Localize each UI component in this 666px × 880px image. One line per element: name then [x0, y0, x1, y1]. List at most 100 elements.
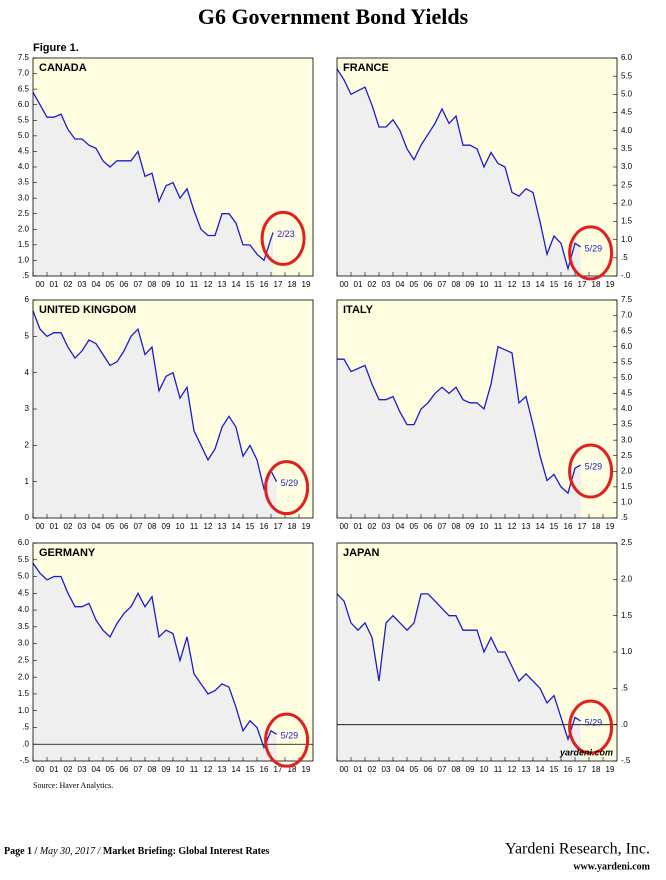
x-tick-label: 06 — [120, 765, 129, 774]
y-tick-label: 6.5 — [621, 326, 633, 335]
company: Yardeni Research, Inc. — [505, 841, 650, 858]
footer-page: Page 1 / — [4, 846, 38, 857]
highlight-circle — [264, 460, 310, 516]
y-tick-label: .5 — [22, 723, 29, 732]
line — [32, 91, 274, 262]
x-tick-label: 14 — [536, 280, 545, 289]
y-tick-label: 6.0 — [621, 342, 633, 351]
y-tick-label: -.5 — [20, 756, 30, 765]
y-tick-label: 1.5 — [621, 611, 633, 620]
url: www.yardeni.com — [573, 861, 650, 872]
y-tick-label: 1.0 — [18, 256, 30, 265]
y-tick-label: 4.0 — [621, 126, 633, 135]
x-tick-label: 02 — [64, 522, 73, 531]
x-tick-label: 11 — [494, 522, 503, 531]
area — [337, 346, 581, 518]
y-tick-label: 2.5 — [621, 538, 633, 547]
x-tick-label: 12 — [204, 280, 213, 289]
y-tick-label: 7.0 — [18, 69, 30, 78]
highlight-circle — [264, 712, 310, 768]
x-tick-label: 12 — [508, 280, 517, 289]
x-tick-label: 09 — [466, 280, 475, 289]
x-tick-label: 02 — [368, 765, 377, 774]
x-tick-label: 18 — [288, 522, 297, 531]
x-tick-label: 03 — [382, 522, 391, 531]
x-tick-label: 11 — [494, 765, 503, 774]
x-tick-label: 04 — [396, 765, 405, 774]
x-tick-label: 10 — [176, 522, 185, 531]
annotation: 5/29 — [585, 717, 603, 727]
x-tick-label: 06 — [424, 522, 433, 531]
x-tick-label: 18 — [592, 522, 601, 531]
x-tick-label: 15 — [246, 280, 255, 289]
annotation: 5/29 — [281, 731, 299, 741]
x-tick-label: 14 — [232, 522, 241, 531]
x-tick-label: 15 — [246, 522, 255, 531]
page-title: G6 Government Bond Yields — [198, 4, 469, 29]
y-tick-label: 5.0 — [621, 89, 633, 98]
x-tick-label: 17 — [274, 280, 283, 289]
x-tick-label: 10 — [480, 280, 489, 289]
x-tick-label: 11 — [494, 280, 503, 289]
x-tick-label: 03 — [382, 280, 391, 289]
x-tick-label: 08 — [452, 280, 461, 289]
x-tick-label: 15 — [550, 280, 559, 289]
x-tick-label: 13 — [218, 280, 227, 289]
area — [337, 593, 581, 761]
x-tick-label: 00 — [36, 280, 45, 289]
x-tick-label: 11 — [190, 280, 199, 289]
x-tick-label: 09 — [162, 280, 171, 289]
x-tick-label: 10 — [480, 522, 489, 531]
x-tick-label: 05 — [410, 522, 419, 531]
x-tick-label: 05 — [410, 765, 419, 774]
x-tick-label: 08 — [452, 765, 461, 774]
x-tick-label: 14 — [536, 765, 545, 774]
x-tick-label: 04 — [92, 522, 101, 531]
source: Source: Haver Analytics. — [33, 781, 113, 790]
y-tick-label: 1.0 — [621, 498, 633, 507]
x-tick-label: 07 — [134, 522, 143, 531]
x-tick-label: 09 — [162, 522, 171, 531]
area — [337, 68, 581, 277]
x-tick-label: 08 — [148, 522, 157, 531]
x-tick-label: 09 — [466, 522, 475, 531]
y-tick-label: 3 — [25, 404, 30, 413]
x-tick-label: 01 — [50, 765, 59, 774]
y-tick-label: 5.5 — [621, 71, 633, 80]
x-tick-label: 14 — [232, 765, 241, 774]
y-tick-label: 5.5 — [18, 115, 30, 124]
y-tick-label: 4.5 — [621, 389, 633, 398]
y-tick-label: 5.0 — [18, 572, 30, 581]
y-tick-label: 4.0 — [18, 162, 30, 171]
x-tick-label: 10 — [176, 765, 185, 774]
x-tick-label: 14 — [536, 522, 545, 531]
footer-line: Page 1 / May 30, 2017 / Market Briefing:… — [4, 846, 269, 857]
line — [337, 345, 581, 495]
annotation: 2/23 — [277, 229, 295, 239]
y-tick-label: 1.0 — [18, 706, 30, 715]
x-tick-label: 05 — [106, 522, 115, 531]
x-tick-label: 12 — [508, 765, 517, 774]
footer-report: Market Briefing: Global Interest Rates — [103, 846, 270, 857]
x-tick-label: 08 — [148, 765, 157, 774]
x-tick-label: 13 — [522, 280, 531, 289]
y-tick-label: 5.5 — [621, 357, 633, 366]
x-tick-label: 18 — [288, 280, 297, 289]
x-tick-label: 07 — [134, 280, 143, 289]
x-tick-label: 18 — [288, 765, 297, 774]
x-tick-label: 16 — [564, 280, 573, 289]
x-tick-label: 09 — [466, 765, 475, 774]
x-tick-label: 17 — [578, 522, 587, 531]
y-tick-label: 5.0 — [621, 373, 633, 382]
annotation: 5/29 — [585, 243, 603, 253]
y-tick-label: .5 — [621, 513, 628, 522]
highlight-circle — [568, 699, 614, 755]
y-tick-label: 4.5 — [18, 147, 30, 156]
x-tick-label: 11 — [190, 765, 199, 774]
y-tick-label: 3.0 — [621, 435, 633, 444]
x-tick-label: 05 — [410, 280, 419, 289]
y-tick-label: 1.5 — [18, 240, 30, 249]
x-tick-label: 00 — [36, 522, 45, 531]
x-tick-label: 01 — [50, 522, 59, 531]
x-tick-label: 07 — [438, 765, 447, 774]
